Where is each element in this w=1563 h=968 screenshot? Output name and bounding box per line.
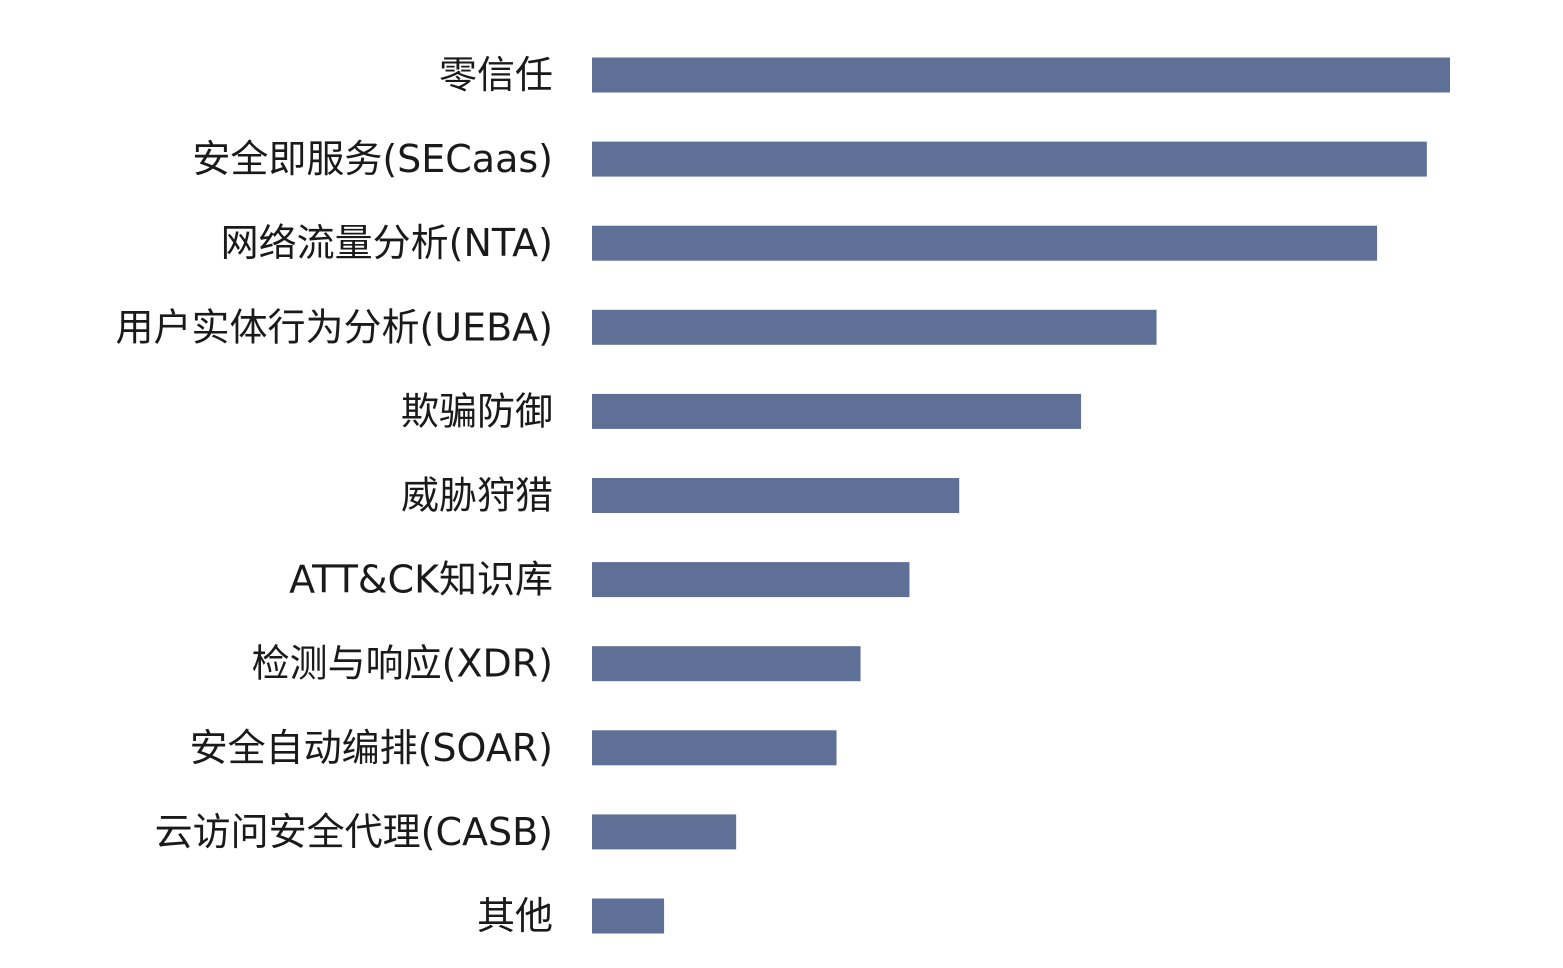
bar-9 (592, 814, 737, 850)
bar-8 (592, 730, 837, 766)
category-label-0: 零信任 (439, 53, 553, 97)
category-label-3: 用户实体行为分析(UEBA) (115, 305, 553, 349)
bar-2 (592, 225, 1378, 261)
bar-4 (592, 393, 1082, 429)
category-label-5: 威胁狩猎 (401, 474, 553, 518)
category-label-10: 其他 (477, 894, 553, 938)
category-label-4: 欺骗防御 (401, 389, 553, 433)
category-label-9: 云访问安全代理(CASB) (155, 810, 553, 854)
bar-1 (592, 141, 1427, 177)
bar-5 (592, 478, 960, 513)
bars-layer (592, 57, 1450, 934)
bar-6 (592, 562, 910, 598)
category-label-6: ATT&CK知识库 (289, 558, 553, 602)
category-label-2: 网络流量分析(NTA) (221, 221, 553, 265)
category-label-1: 安全即服务(SECaas) (192, 137, 553, 181)
category-label-8: 安全自动编排(SOAR) (190, 726, 553, 770)
category-label-7: 检测与响应(XDR) (252, 642, 553, 686)
bar-0 (592, 57, 1450, 93)
bar-7 (592, 646, 861, 682)
bar-10 (592, 898, 665, 934)
bar-3 (592, 309, 1157, 345)
